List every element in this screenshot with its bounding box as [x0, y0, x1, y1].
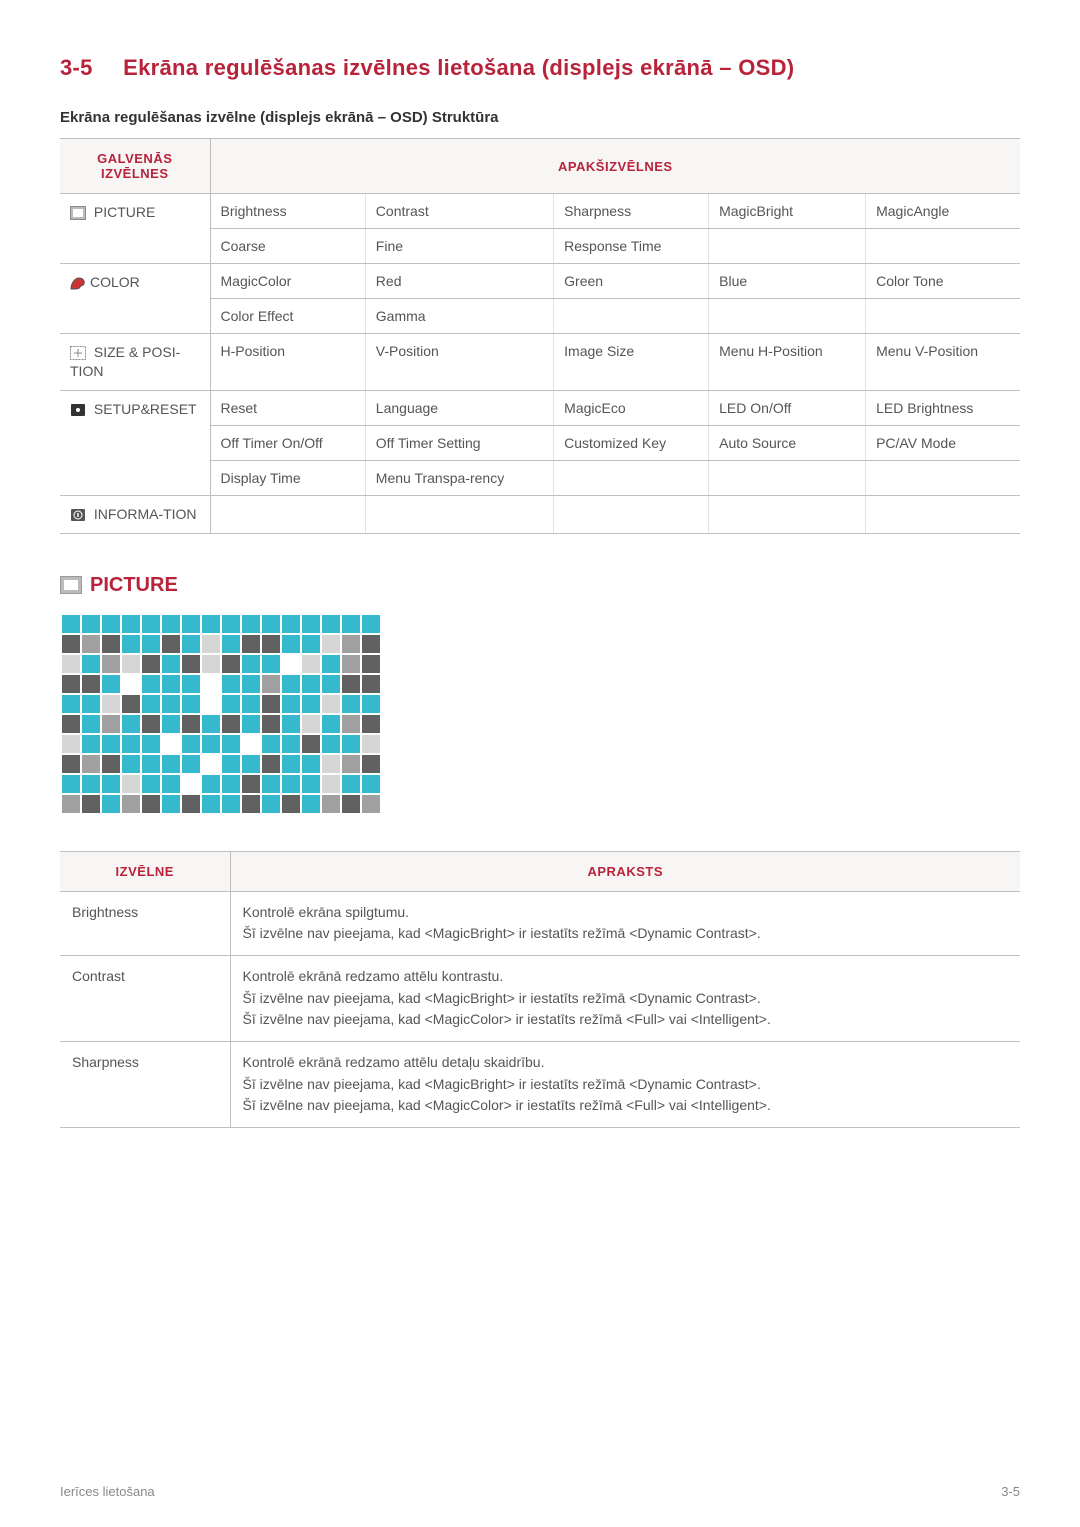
osd-menu-info: INFORMA-TION — [60, 495, 210, 533]
desc-text: Kontrolē ekrāna spilgtumu.Šī izvēlne nav… — [230, 891, 1020, 955]
osd-submenu-cell: Menu Transpa-rency — [365, 460, 553, 495]
osd-header-main: GALVENĀS IZVĒLNES — [60, 139, 210, 194]
osd-submenu-cell: Image Size — [554, 334, 709, 391]
osd-submenu-cell: Menu V-Position — [866, 334, 1020, 391]
osd-submenu-cell — [709, 299, 866, 334]
section-heading: 3-5 Ekrāna regulēšanas izvēlnes lietošan… — [60, 55, 1020, 81]
osd-menu-label: SETUP&RESET — [90, 401, 197, 417]
osd-submenu-cell: Response Time — [554, 229, 709, 264]
osd-submenu-cell — [866, 229, 1020, 264]
page-footer: Ierīces lietošana 3-5 — [60, 1484, 1020, 1499]
desc-menu-label: Contrast — [60, 956, 230, 1042]
picture-icon — [60, 576, 82, 594]
info-icon — [70, 508, 86, 522]
desc-menu-label: Sharpness — [60, 1042, 230, 1128]
osd-submenu-cell: Color Effect — [210, 299, 365, 334]
picture-description-table: IZVĒLNE APRAKSTS BrightnessKontrolē ekrā… — [60, 851, 1020, 1129]
section-title: Ekrāna regulēšanas izvēlnes lietošana (d… — [123, 55, 794, 80]
osd-submenu-cell: Customized Key — [554, 425, 709, 460]
osd-submenu-cell — [866, 460, 1020, 495]
osd-submenu-cell — [709, 460, 866, 495]
desc-menu-label: Brightness — [60, 891, 230, 955]
picture-title: PICTURE — [90, 574, 178, 597]
osd-submenu-cell: Blue — [709, 264, 866, 299]
osd-submenu-cell: LED Brightness — [866, 390, 1020, 425]
osd-submenu-cell — [866, 299, 1020, 334]
osd-submenu-cell: MagicAngle — [866, 194, 1020, 229]
color-icon — [70, 276, 86, 290]
osd-menu-label: COLOR — [90, 274, 140, 290]
osd-submenu-cell: H-Position — [210, 334, 365, 391]
osd-submenu-cell: MagicEco — [554, 390, 709, 425]
osd-submenu-cell: Red — [365, 264, 553, 299]
desc-text: Kontrolē ekrānā redzamo attēlu detaļu sk… — [230, 1042, 1020, 1128]
osd-menu-label: SIZE & POSI-TION — [70, 344, 180, 379]
desc-text: Kontrolē ekrānā redzamo attēlu kontrastu… — [230, 956, 1020, 1042]
osd-submenu-cell: PC/AV Mode — [866, 425, 1020, 460]
picture-pixel-graphic — [60, 613, 1020, 815]
footer-right: 3-5 — [1001, 1484, 1020, 1499]
osd-menu-setup: SETUP&RESET — [60, 390, 210, 495]
osd-submenu-cell: Coarse — [210, 229, 365, 264]
size-icon — [70, 346, 86, 360]
osd-menu-label: INFORMA-TION — [90, 506, 197, 522]
section-number: 3-5 — [60, 55, 93, 80]
osd-submenu-cell: Language — [365, 390, 553, 425]
osd-submenu-cell: Menu H-Position — [709, 334, 866, 391]
osd-submenu-cell: Reset — [210, 390, 365, 425]
footer-left: Ierīces lietošana — [60, 1484, 155, 1499]
osd-submenu-cell: Off Timer Setting — [365, 425, 553, 460]
osd-submenu-cell: Sharpness — [554, 194, 709, 229]
osd-submenu-cell: Fine — [365, 229, 553, 264]
picture-icon — [70, 206, 86, 220]
osd-submenu-cell: MagicColor — [210, 264, 365, 299]
osd-menu-size: SIZE & POSI-TION — [60, 334, 210, 391]
osd-submenu-cell — [554, 460, 709, 495]
osd-submenu-cell: MagicBright — [709, 194, 866, 229]
desc-header-menu: IZVĒLNE — [60, 851, 230, 891]
osd-submenu-cell: Green — [554, 264, 709, 299]
osd-submenu-cell: Contrast — [365, 194, 553, 229]
osd-structure-table: GALVENĀS IZVĒLNES APAKŠIZVĒLNES PICTURE B… — [60, 138, 1020, 534]
osd-submenu-cell — [709, 495, 866, 533]
osd-submenu-cell — [210, 495, 365, 533]
setup-icon — [70, 403, 86, 417]
osd-menu-picture: PICTURE — [60, 194, 210, 264]
osd-submenu-cell — [554, 495, 709, 533]
structure-subheading: Ekrāna regulēšanas izvēlne (displejs ekr… — [60, 109, 1020, 126]
osd-submenu-cell: Gamma — [365, 299, 553, 334]
osd-submenu-cell — [554, 299, 709, 334]
osd-submenu-cell: Auto Source — [709, 425, 866, 460]
osd-header-sub: APAKŠIZVĒLNES — [210, 139, 1020, 194]
osd-menu-label: PICTURE — [90, 204, 155, 220]
osd-submenu-cell: Off Timer On/Off — [210, 425, 365, 460]
osd-submenu-cell: Color Tone — [866, 264, 1020, 299]
osd-submenu-cell — [866, 495, 1020, 533]
osd-submenu-cell: Display Time — [210, 460, 365, 495]
osd-submenu-cell: LED On/Off — [709, 390, 866, 425]
osd-submenu-cell — [709, 229, 866, 264]
desc-header-desc: APRAKSTS — [230, 851, 1020, 891]
osd-menu-color: COLOR — [60, 264, 210, 334]
osd-submenu-cell: Brightness — [210, 194, 365, 229]
osd-submenu-cell — [365, 495, 553, 533]
picture-section-heading: PICTURE — [60, 574, 1020, 597]
osd-submenu-cell: V-Position — [365, 334, 553, 391]
